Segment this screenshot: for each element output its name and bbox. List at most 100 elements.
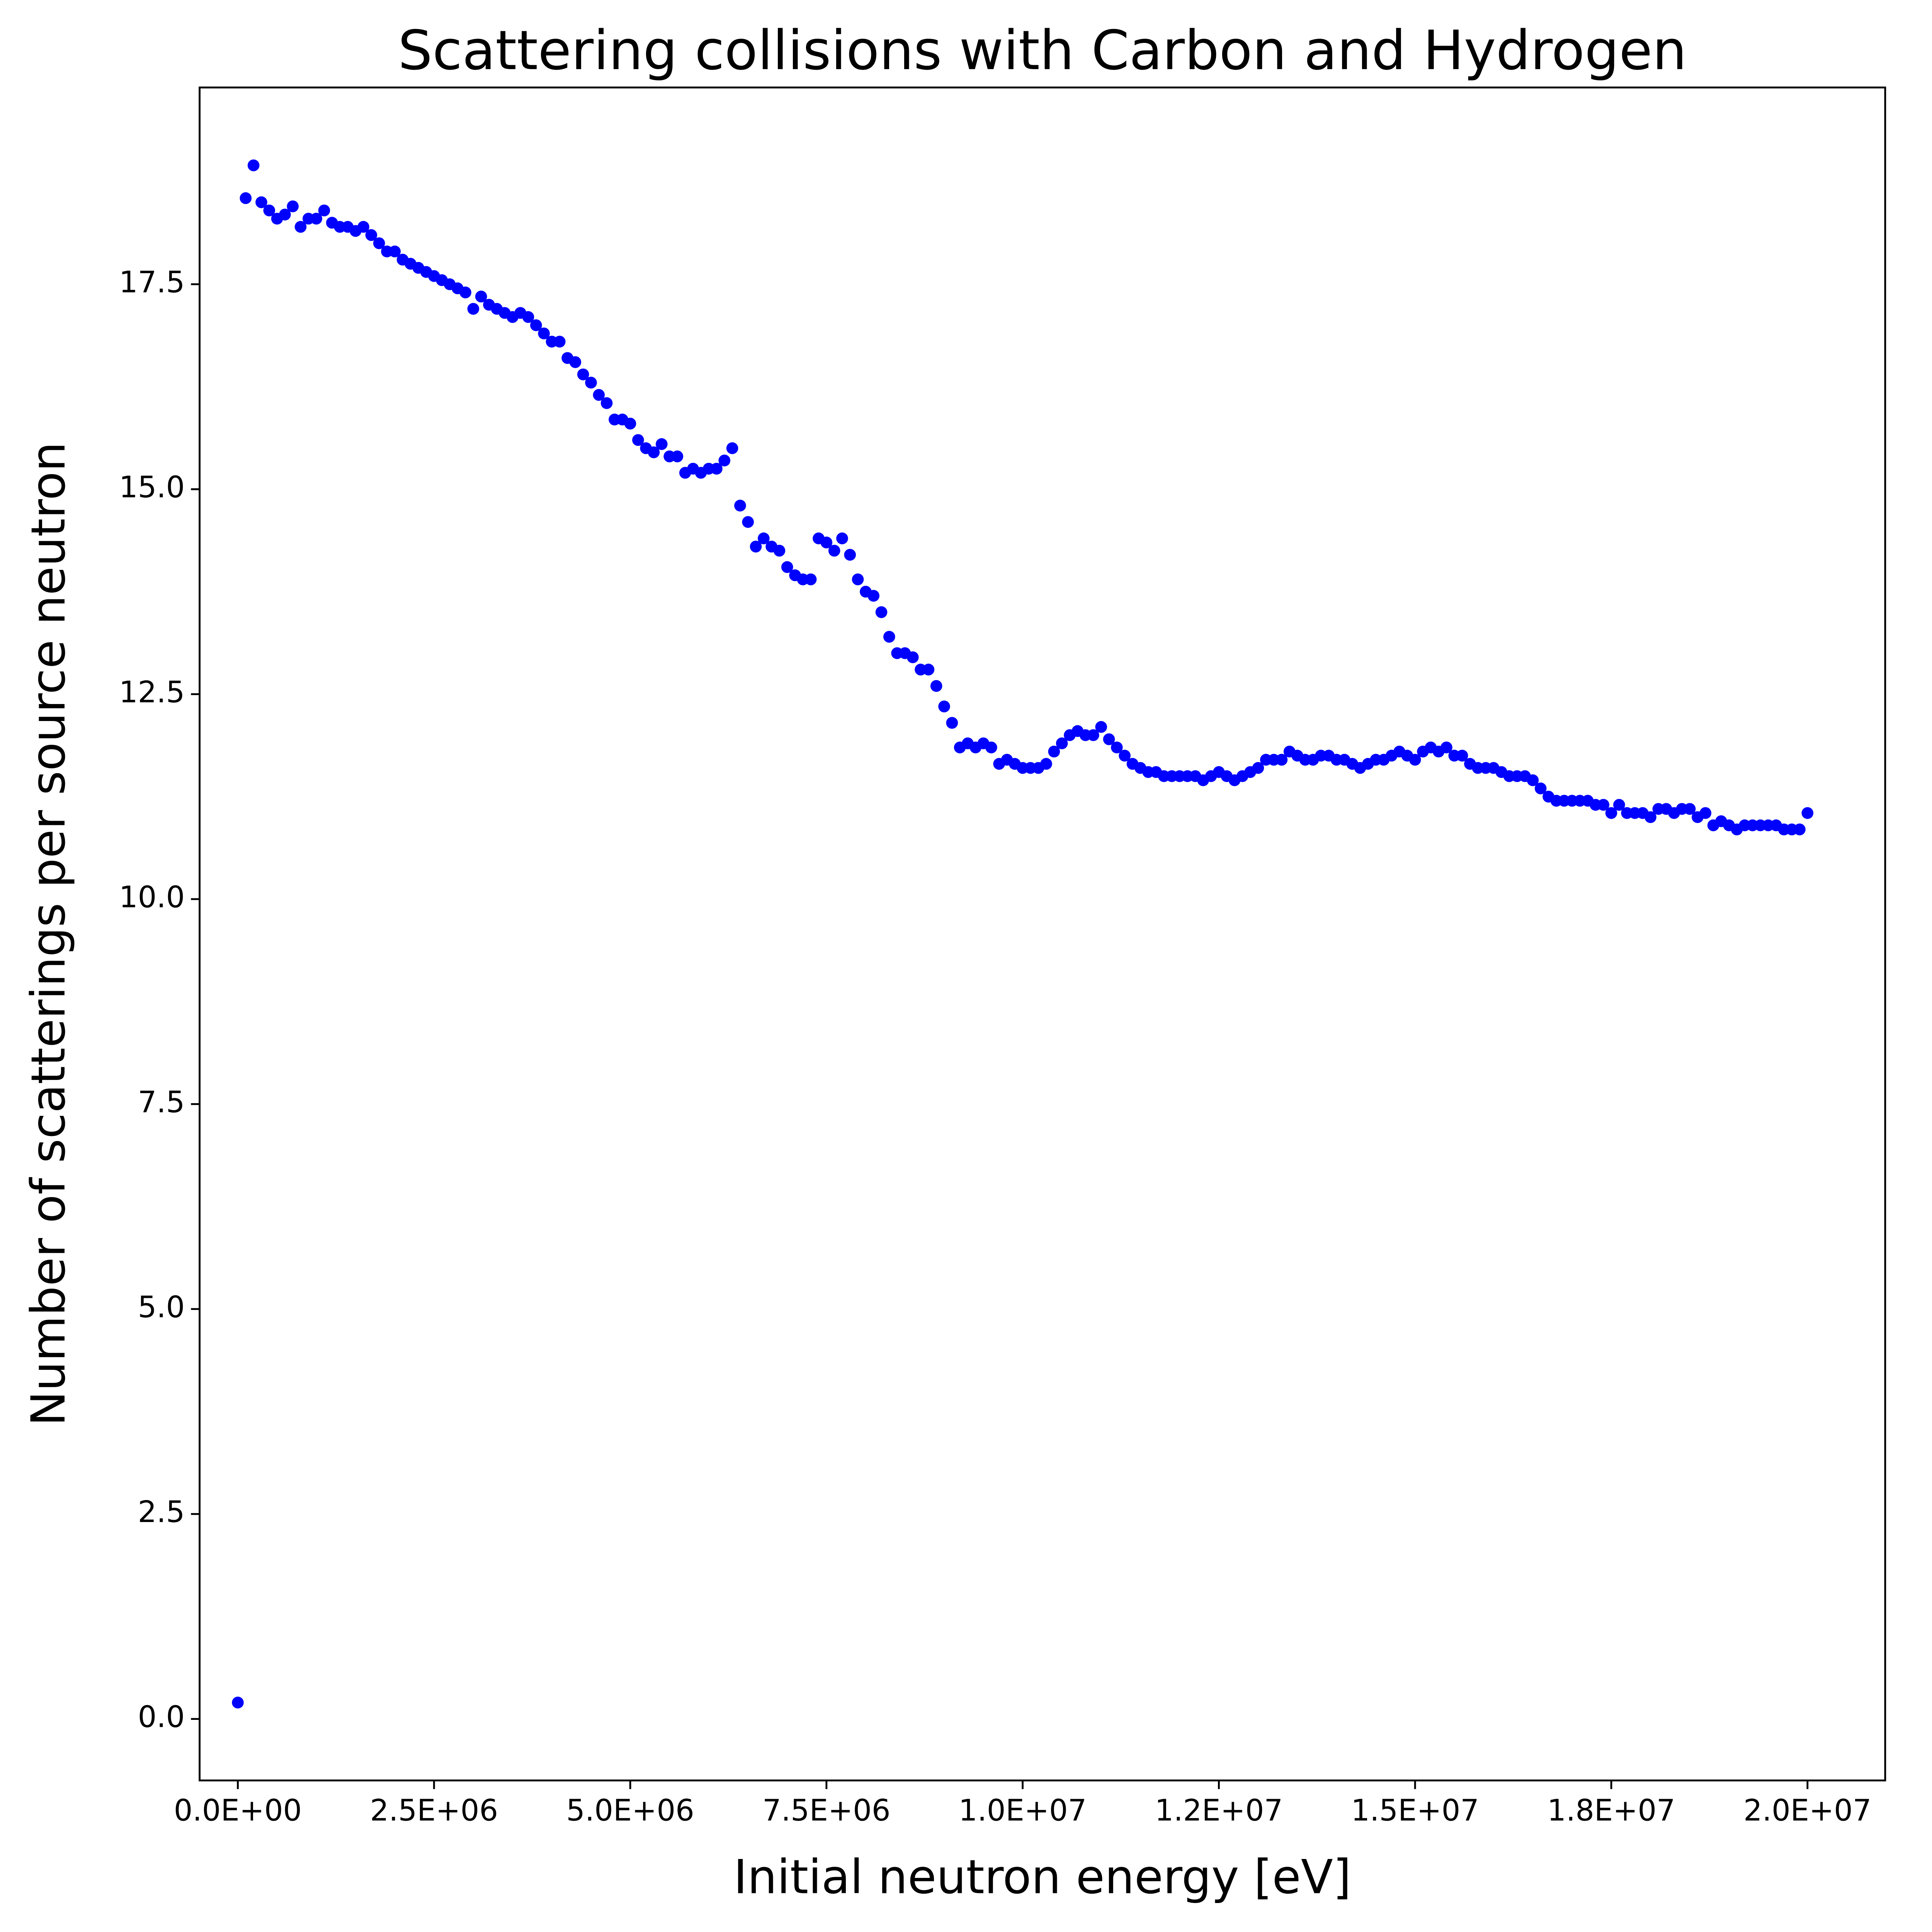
x-tick-label: 1.0E+07 bbox=[959, 1794, 1087, 1828]
x-tick-label: 2.5E+06 bbox=[370, 1794, 498, 1828]
data-point bbox=[287, 200, 299, 213]
data-point bbox=[1684, 803, 1696, 815]
data-point bbox=[373, 237, 385, 249]
data-point bbox=[930, 680, 942, 692]
plot-area: 0.0 2.5 5.0 7.5 10.0 12.5 15.0 17.5 0.0E+00 2.5E+… bbox=[119, 87, 1886, 1828]
data-point bbox=[1613, 799, 1625, 811]
x-tick-label: 1.5E+07 bbox=[1351, 1794, 1479, 1828]
data-point bbox=[804, 573, 817, 585]
data-point bbox=[781, 561, 793, 573]
x-tick-label: 1.8E+07 bbox=[1547, 1794, 1675, 1828]
plot-frame bbox=[199, 87, 1886, 1782]
data-point bbox=[1440, 742, 1452, 753]
x-tick-label: 1.2E+07 bbox=[1155, 1794, 1283, 1828]
data-point bbox=[1111, 742, 1123, 753]
data-point bbox=[1527, 774, 1539, 786]
data-point bbox=[1276, 753, 1288, 766]
data-point bbox=[553, 335, 566, 348]
data-point bbox=[828, 544, 840, 557]
x-tick-label: 5.0E+06 bbox=[566, 1794, 694, 1828]
data-point bbox=[1456, 750, 1468, 762]
data-point bbox=[1699, 807, 1712, 819]
data-point bbox=[1597, 799, 1609, 811]
y-tick-label: 0.0 bbox=[138, 1700, 185, 1735]
data-point bbox=[711, 463, 723, 475]
data-point bbox=[1048, 745, 1060, 758]
data-point bbox=[906, 651, 919, 663]
data-point bbox=[773, 544, 786, 557]
data-point bbox=[459, 286, 471, 299]
data-point bbox=[1103, 733, 1115, 745]
data-point bbox=[475, 291, 487, 303]
data-point bbox=[985, 742, 997, 753]
data-point bbox=[648, 446, 660, 458]
data-point bbox=[467, 303, 480, 315]
data-point bbox=[538, 327, 550, 340]
data-point bbox=[585, 376, 597, 389]
data-point bbox=[734, 500, 746, 512]
data-point bbox=[1645, 811, 1656, 823]
data-point bbox=[632, 434, 644, 446]
data-point bbox=[240, 192, 252, 204]
data-point bbox=[750, 541, 762, 553]
data-point bbox=[577, 368, 589, 381]
data-point bbox=[593, 389, 605, 401]
y-tick-label: 10.0 bbox=[119, 880, 185, 915]
data-point bbox=[1095, 721, 1107, 733]
data-point bbox=[600, 397, 613, 409]
data-point bbox=[946, 717, 958, 729]
data-point bbox=[938, 701, 950, 713]
data-point bbox=[389, 245, 401, 258]
data-point bbox=[1040, 758, 1052, 770]
data-point bbox=[655, 438, 668, 450]
y-tick-label: 2.5 bbox=[138, 1495, 185, 1529]
x-tick-label: 0.0E+00 bbox=[174, 1794, 302, 1828]
data-point bbox=[569, 356, 582, 368]
data-point bbox=[1409, 753, 1421, 766]
data-point bbox=[836, 532, 848, 544]
data-point bbox=[522, 311, 534, 323]
data-point bbox=[883, 631, 895, 643]
data-point bbox=[318, 204, 330, 216]
data-point bbox=[726, 442, 738, 454]
data-point bbox=[852, 573, 864, 585]
data-point bbox=[1056, 737, 1068, 750]
data-point bbox=[875, 606, 888, 618]
data-point bbox=[357, 221, 369, 233]
y-tick-label: 15.0 bbox=[119, 470, 185, 505]
data-point bbox=[844, 549, 856, 561]
data-point bbox=[530, 319, 542, 332]
data-point bbox=[922, 663, 935, 676]
data-point bbox=[1794, 823, 1806, 835]
data-point bbox=[247, 159, 260, 172]
y-axis-label: Number of scatterings per source neutron bbox=[21, 442, 76, 1426]
chart-title: Scattering collisions with Carbon and Hy… bbox=[398, 19, 1687, 82]
y-tick-label: 17.5 bbox=[119, 265, 185, 300]
data-point bbox=[255, 196, 267, 208]
data-point bbox=[671, 450, 684, 463]
data-point bbox=[1119, 750, 1131, 762]
y-tick-label: 12.5 bbox=[119, 675, 185, 709]
data-point bbox=[718, 454, 731, 467]
data-point bbox=[1605, 807, 1617, 819]
data-point bbox=[279, 208, 291, 221]
y-tick-label: 5.0 bbox=[138, 1290, 185, 1325]
x-axis-label: Initial neutron energy [eV] bbox=[733, 1850, 1351, 1904]
data-point bbox=[1252, 762, 1264, 774]
data-point bbox=[820, 536, 833, 549]
data-point bbox=[310, 213, 322, 225]
x-tick-label: 7.5E+06 bbox=[762, 1794, 891, 1828]
data-point bbox=[758, 532, 770, 544]
data-point bbox=[232, 1696, 244, 1709]
data-point bbox=[263, 204, 276, 216]
data-point bbox=[294, 221, 307, 233]
data-point bbox=[742, 516, 754, 528]
y-tick-label: 7.5 bbox=[138, 1085, 185, 1119]
data-point bbox=[624, 418, 636, 430]
data-point bbox=[365, 229, 378, 241]
data-point bbox=[1087, 729, 1099, 741]
x-tick-label: 2.0E+07 bbox=[1743, 1794, 1872, 1828]
